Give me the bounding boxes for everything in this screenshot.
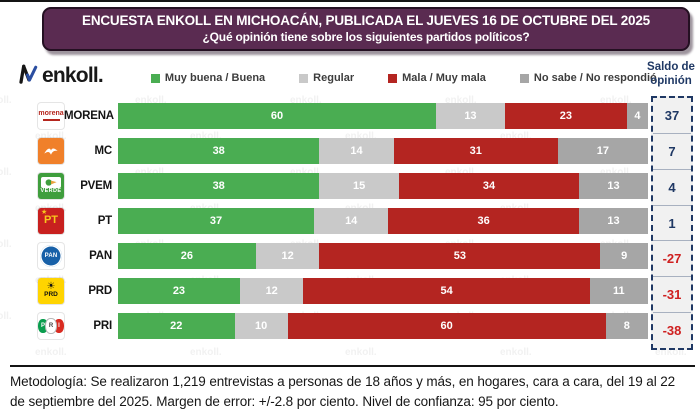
bar-segment: 11 bbox=[589, 277, 648, 304]
stacked-bar: 23 12 54 11 bbox=[118, 277, 648, 304]
morena-logo: morena bbox=[38, 102, 64, 129]
bar-segment: 38 bbox=[118, 137, 320, 164]
party-name: PRD bbox=[88, 284, 112, 297]
bar-segment: 60 bbox=[118, 102, 436, 129]
mc-logo bbox=[38, 137, 64, 164]
saldo-value: 1 bbox=[653, 204, 691, 241]
stacked-bar: 38 15 34 13 bbox=[118, 172, 648, 199]
bar-segment: 38 bbox=[118, 172, 320, 199]
bar-segment: 13 bbox=[579, 172, 648, 199]
saldo-value: -27 bbox=[653, 240, 691, 276]
prd-logo: ☀ PRD bbox=[38, 277, 64, 304]
bar-segment: 12 bbox=[239, 277, 304, 304]
legend-item: Mala / Muy mala bbox=[388, 72, 486, 84]
saldo-column-header: Saldo de opinión bbox=[647, 61, 695, 88]
bar-segment: 10 bbox=[234, 312, 288, 339]
stacked-bar: 37 14 36 13 bbox=[118, 207, 648, 234]
legend-item: Regular bbox=[299, 72, 354, 84]
saldo-value-box: 37 7 4 1 -27 -31 -38 bbox=[651, 96, 693, 350]
party-name: MC bbox=[94, 144, 113, 157]
legend-item: Muy buena / Buena bbox=[150, 72, 266, 84]
chart-area: morena MORENA 60 13 23 4 MC 38 14 31 17 VERDE PVEM 38… bbox=[0, 98, 648, 343]
enkoll-wordmark: enkoll. bbox=[42, 63, 104, 87]
saldo-value: 7 bbox=[653, 132, 691, 169]
enkoll-logo: enkoll. bbox=[16, 61, 104, 87]
legend-item: No sabe / No respondió bbox=[519, 72, 657, 84]
bar-segment: 23 bbox=[504, 102, 627, 129]
bar-segment: 60 bbox=[287, 312, 606, 339]
pvem-logo: VERDE bbox=[38, 172, 64, 199]
bar-segment: 15 bbox=[319, 172, 399, 199]
saldo-value: -31 bbox=[653, 276, 691, 312]
stacked-bar: 60 13 23 4 bbox=[118, 102, 648, 129]
legend-swatch-icon bbox=[299, 73, 309, 83]
bar-segment: 13 bbox=[436, 102, 505, 129]
survey-question: ¿Qué opinión tiene sobre los siguientes … bbox=[202, 29, 530, 44]
party-row: ☀ PRD PRD 23 12 54 11 bbox=[0, 273, 648, 308]
saldo-value: 4 bbox=[653, 168, 691, 205]
top-border-line bbox=[0, 0, 700, 2]
saldo-value: 37 bbox=[664, 107, 680, 123]
bar-segment: 37 bbox=[118, 207, 315, 234]
survey-title: ENCUESTA ENKOLL EN MICHOACÁN, PUBLICADA … bbox=[82, 13, 650, 29]
bar-segment: 8 bbox=[605, 312, 648, 339]
legend-label: Regular bbox=[313, 72, 355, 84]
bar-segment: 54 bbox=[303, 277, 590, 304]
party-row: ★ PT PT 37 14 36 13 bbox=[0, 203, 648, 238]
bar-segment: 53 bbox=[319, 242, 601, 269]
party-name: PAN bbox=[89, 249, 112, 262]
legend-label: No sabe / No respondió bbox=[533, 72, 657, 84]
legend-swatch-icon bbox=[519, 73, 529, 83]
legend-swatch-icon bbox=[150, 73, 160, 83]
party-row: P R I PRI 22 10 60 8 bbox=[0, 308, 648, 343]
pan-logo: PAN bbox=[38, 242, 64, 269]
stacked-bar: 38 14 31 17 bbox=[118, 137, 648, 164]
bar-segment: 9 bbox=[600, 242, 648, 269]
party-name: MORENA bbox=[64, 109, 114, 122]
party-row: morena MORENA 60 13 23 4 bbox=[0, 98, 648, 133]
bar-segment: 14 bbox=[314, 207, 389, 234]
bar-segment: 26 bbox=[118, 242, 256, 269]
party-row: PAN PAN 26 12 53 9 bbox=[0, 238, 648, 273]
stacked-bar: 22 10 60 8 bbox=[118, 312, 648, 339]
bar-segment: 34 bbox=[398, 172, 580, 199]
legend-label: Mala / Muy mala bbox=[402, 72, 486, 84]
brand-and-legend-row: enkoll. Muy buena / Buena Regular Mala / M… bbox=[16, 56, 657, 90]
bar-segment: 22 bbox=[118, 312, 235, 339]
legend: Muy buena / Buena Regular Mala / Muy mala N… bbox=[150, 72, 657, 84]
pt-logo: ★ PT bbox=[38, 207, 64, 234]
bar-segment: 31 bbox=[393, 137, 558, 164]
party-row: MC 38 14 31 17 bbox=[0, 133, 648, 168]
bar-segment: 36 bbox=[388, 207, 580, 234]
party-row: VERDE PVEM 38 15 34 13 bbox=[0, 168, 648, 203]
party-name: PVEM bbox=[80, 179, 112, 192]
party-name: PT bbox=[97, 214, 112, 227]
bar-segment: 17 bbox=[557, 137, 648, 164]
legend-swatch-icon bbox=[388, 73, 398, 83]
bar-segment: 13 bbox=[579, 207, 648, 234]
footer-separator-line bbox=[10, 365, 695, 367]
bar-segment: 14 bbox=[319, 137, 394, 164]
bar-segment: 23 bbox=[118, 277, 240, 304]
legend-label: Muy buena / Buena bbox=[164, 72, 266, 84]
saldo-value: -38 bbox=[653, 312, 691, 348]
enkoll-mark-icon bbox=[19, 64, 38, 84]
bar-segment: 4 bbox=[626, 102, 648, 129]
header-banner: ENCUESTA ENKOLL EN MICHOACÁN, PUBLICADA … bbox=[42, 7, 690, 51]
methodology-note: Metodología: Se realizaron 1,219 entrevi… bbox=[10, 374, 676, 409]
bar-segment: 12 bbox=[255, 242, 320, 269]
stacked-bar: 26 12 53 9 bbox=[118, 242, 648, 269]
party-name: PRI bbox=[93, 319, 112, 332]
